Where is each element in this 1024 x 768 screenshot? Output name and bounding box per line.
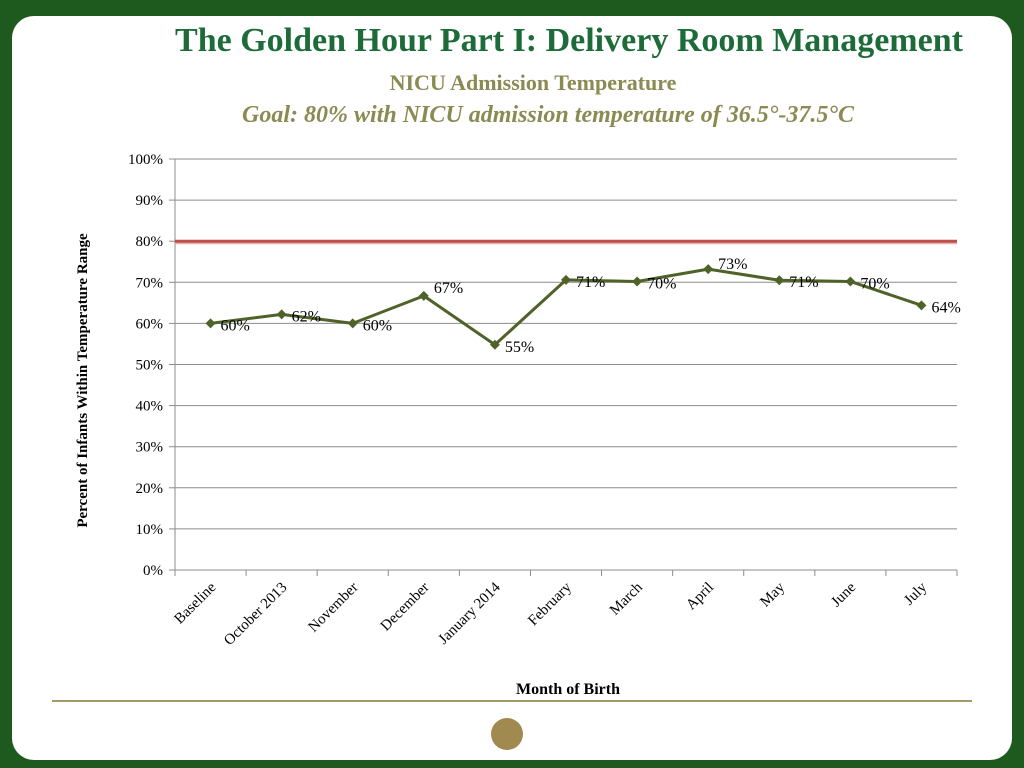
x-tick-label: December <box>378 580 433 635</box>
x-tick-label: January 2014 <box>436 579 505 648</box>
slide-subtitle: NICU Admission Temperature <box>389 70 677 95</box>
y-tick-label: 20% <box>136 481 164 497</box>
goal-statement: Goal: 80% with NICU admission temperatur… <box>12 102 1012 129</box>
decorative-dot <box>491 718 523 750</box>
x-tick-label: March <box>607 579 646 618</box>
y-tick-label: 30% <box>136 440 164 456</box>
line-chart: 0% 10% 20% 30% 40% 50% 60% 70% 80% 90% 100% Baselin… <box>75 152 961 698</box>
y-tick-label: 60% <box>136 316 164 332</box>
x-tick-label: Baseline <box>172 579 220 627</box>
data-point <box>205 318 216 329</box>
data-label: 71% <box>789 274 818 291</box>
data-label: 67% <box>434 280 463 297</box>
data-point <box>561 274 571 285</box>
data-point <box>632 276 643 287</box>
data-label: 60% <box>363 317 392 334</box>
x-tick-label: May <box>757 579 788 610</box>
y-tick-label: 70% <box>136 275 164 291</box>
x-tick-label: July <box>901 579 930 608</box>
data-label: 70% <box>647 275 676 292</box>
data-point <box>347 318 358 329</box>
y-tick-label: 100% <box>128 152 163 168</box>
y-axis-title: Percent of Infants Within Temperature Ra… <box>75 233 91 528</box>
slide: The Golden Hour Part I: Delivery Room Ma… <box>12 16 1012 760</box>
data-label: 62% <box>292 308 321 325</box>
footer-divider <box>52 700 972 702</box>
y-tick-label: 80% <box>136 234 164 250</box>
data-point <box>489 339 500 350</box>
data-point <box>845 276 856 287</box>
y-tick-label: 10% <box>136 522 164 538</box>
goal-label: Goal: <box>242 102 299 128</box>
x-tick-label: November <box>305 580 361 636</box>
goal-text: 80% with NICU admission temperature of 3… <box>298 102 854 128</box>
y-tick-label: 50% <box>136 358 164 374</box>
data-label: 60% <box>221 317 250 334</box>
data-point <box>276 309 287 320</box>
data-point <box>418 290 429 301</box>
slide-title: The Golden Hour Part I: Delivery Room Ma… <box>175 22 963 59</box>
data-label: 70% <box>860 275 889 292</box>
x-tick-label: June <box>828 579 859 610</box>
x-axis-title: Month of Birth <box>516 681 620 698</box>
data-point <box>774 275 785 286</box>
data-label: 55% <box>505 339 534 356</box>
data-label: 64% <box>931 299 960 316</box>
data-point <box>703 264 714 275</box>
y-tick-label: 90% <box>136 193 164 209</box>
x-tick-label: April <box>683 580 717 614</box>
y-tick-label: 0% <box>143 563 163 579</box>
y-tick-label: 40% <box>136 399 164 415</box>
x-tick-label: October 2013 <box>221 580 290 649</box>
x-tick-label: February <box>525 579 575 629</box>
data-point <box>916 300 927 311</box>
data-label: 73% <box>718 256 747 273</box>
data-label: 71% <box>576 274 605 291</box>
